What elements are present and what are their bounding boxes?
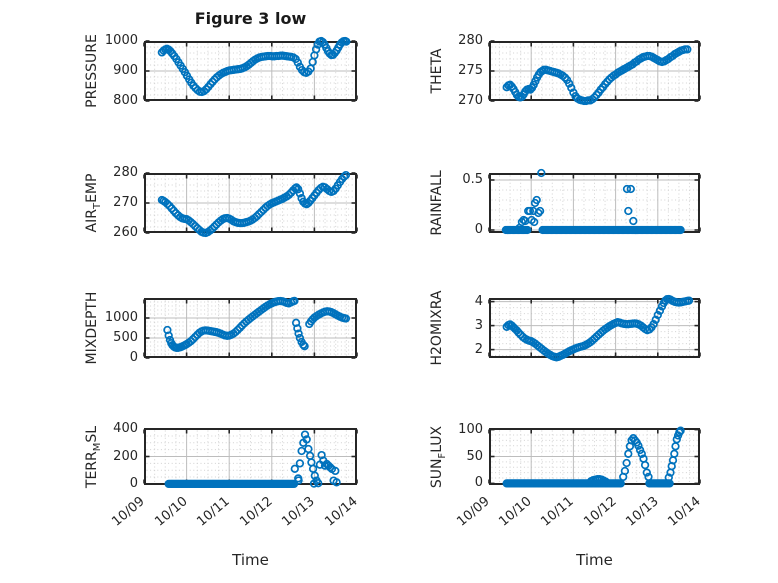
y-tick-label: 270 (458, 93, 483, 108)
figure-title: Figure 3 low (194, 9, 307, 28)
scatter-series (157, 36, 351, 97)
y-axis-label-text: THETA (429, 48, 445, 94)
y-tick-label: 3 (474, 317, 483, 333)
y-axis-label-text: EMP (84, 173, 100, 203)
y-axis-label-subscript: M (91, 442, 103, 451)
y-tick-label: 270 (113, 195, 138, 210)
y-axis-label-text: RAINFALL (429, 170, 445, 236)
y-tick-label: 900 (113, 63, 138, 78)
y-axis-label-text: MIXDEPTH (84, 291, 100, 365)
axes-box (488, 173, 701, 233)
scatter-series (502, 294, 694, 362)
scatter-series (501, 168, 685, 235)
scatter-series (164, 430, 341, 489)
subplot-mixdepth (143, 296, 358, 359)
x-axis-label-right: Time (576, 551, 613, 569)
y-tick-label: 0 (129, 475, 138, 491)
subplot-pressure (143, 36, 358, 102)
x-tick-label: 10/09 (454, 494, 493, 530)
y-tick-label: 4 (474, 293, 483, 309)
subplot-rainfall (488, 168, 701, 235)
y-tick-label: 100 (458, 421, 483, 437)
subplot-terr-msl (143, 428, 358, 489)
y-axis-label-text: SUN (429, 458, 445, 488)
y-axis-label-text: TERR (84, 450, 100, 488)
major-grid (490, 299, 699, 357)
y-axis-label-text: PRESSURE (84, 34, 100, 108)
y-tick-label: 275 (458, 63, 483, 78)
scatter-series (157, 170, 351, 238)
y-axis-label-text: H2OMIXRA (429, 290, 445, 366)
y-axis-label-subscript: F (436, 452, 448, 459)
y-tick-label: 0 (474, 475, 483, 491)
y-tick-label: 50 (466, 448, 483, 464)
subplot-h2omixra (488, 294, 701, 362)
scatter-series (502, 426, 685, 488)
y-axis-label-text: LUX (429, 425, 445, 453)
x-axis-label-left: Time (232, 551, 269, 569)
axes-box (143, 298, 358, 359)
y-axis-label-text: SL (84, 425, 100, 443)
axes-box (143, 40, 358, 102)
y-tick-label: 0 (474, 222, 483, 237)
minor-grid (491, 300, 698, 357)
y-tick-label: 500 (113, 330, 138, 345)
scatter-series (163, 296, 351, 352)
y-tick-label: 1000 (104, 310, 138, 325)
y-tick-label: 800 (113, 93, 138, 108)
y-tick-label: 260 (113, 225, 138, 240)
major-grid (145, 429, 356, 484)
subplot-air-temp (143, 170, 358, 238)
subplot-sun-flux (488, 426, 701, 488)
y-tick-label: 0 (129, 350, 138, 365)
major-grid (490, 429, 699, 484)
y-tick-label: 2 (474, 341, 483, 357)
axes-box (488, 298, 701, 358)
y-tick-label: 1000 (104, 33, 138, 48)
y-tick-label: 280 (458, 33, 483, 48)
y-tick-label: 280 (113, 165, 138, 180)
y-tick-label: 400 (113, 421, 138, 437)
y-tick-label: 200 (113, 448, 138, 464)
major-grid (145, 174, 356, 232)
x-tick-label: 10/09 (109, 494, 148, 530)
subplot-theta (488, 40, 701, 106)
scatter-series (502, 45, 692, 106)
axes-box (143, 172, 358, 234)
y-tick-label: 0.5 (462, 172, 483, 187)
y-axis-label-subscript: T (91, 202, 103, 210)
